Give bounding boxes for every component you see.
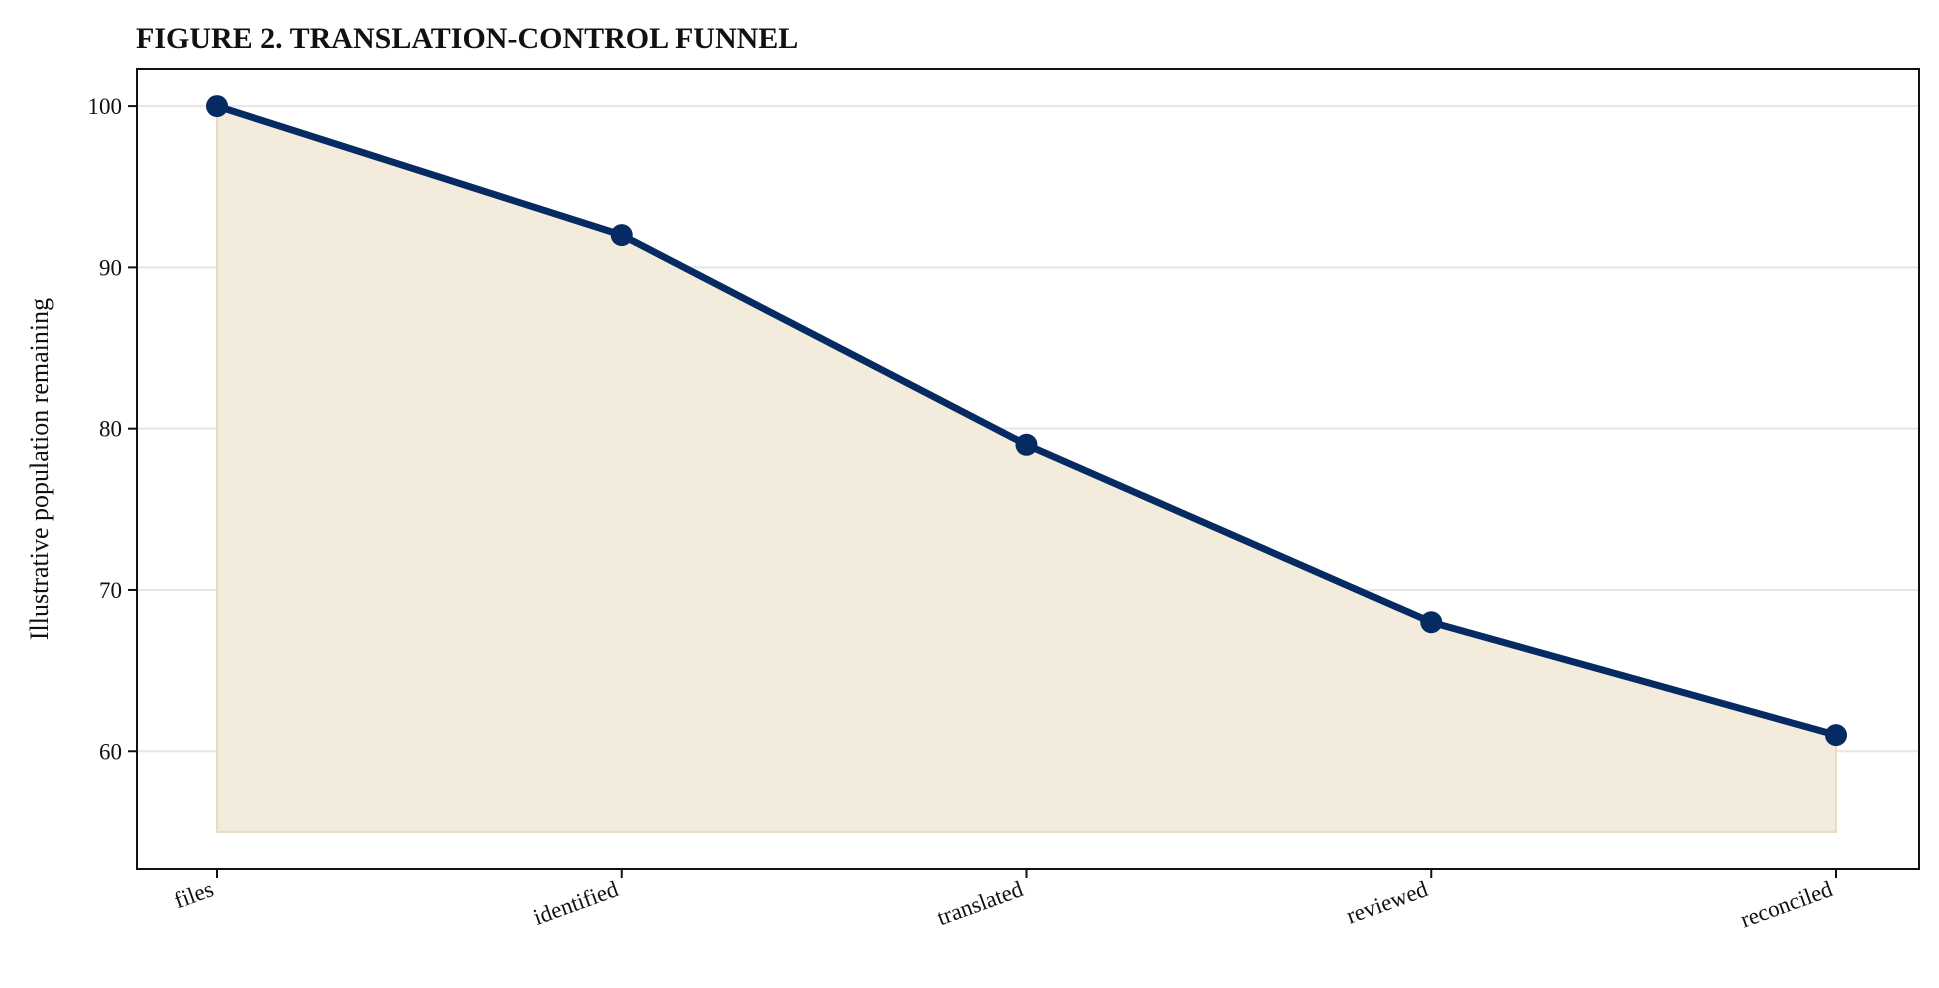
x-tick-label-reviewed: reviewed (1343, 876, 1431, 928)
x-tick-label-translated: translated (934, 876, 1027, 930)
data-point-reviewed (1420, 611, 1443, 634)
y-tick-label-90: 90 (99, 255, 122, 280)
y-axis-label: Illustrative population remaining (25, 298, 54, 640)
data-point-identified (610, 224, 633, 247)
area-fill (216, 104, 1837, 833)
y-tick-label-70: 70 (99, 578, 122, 603)
x-tick-label-files: files (171, 876, 217, 913)
area-fill-layer (216, 104, 1837, 833)
data-point-files (206, 95, 228, 118)
x-axis: files identified translated reviewed reconci… (171, 869, 1837, 932)
x-tick-label-reconciled: reconciled (1737, 876, 1836, 932)
y-tick-label-60: 60 (99, 739, 122, 764)
data-point-reconciled (1825, 724, 1847, 747)
data-point-layer (206, 95, 1847, 747)
data-point-translated (1015, 433, 1038, 456)
x-tick-label-identified: identified (530, 876, 622, 930)
y-axis: 60 70 80 90 100 (88, 94, 137, 764)
y-tick-label-80: 80 (99, 417, 122, 442)
chart-title: FIGURE 2. TRANSLATION-CONTROL FUNNEL (136, 22, 798, 55)
plot-frame (136, 68, 1920, 870)
y-tick-label-100: 100 (88, 94, 123, 119)
